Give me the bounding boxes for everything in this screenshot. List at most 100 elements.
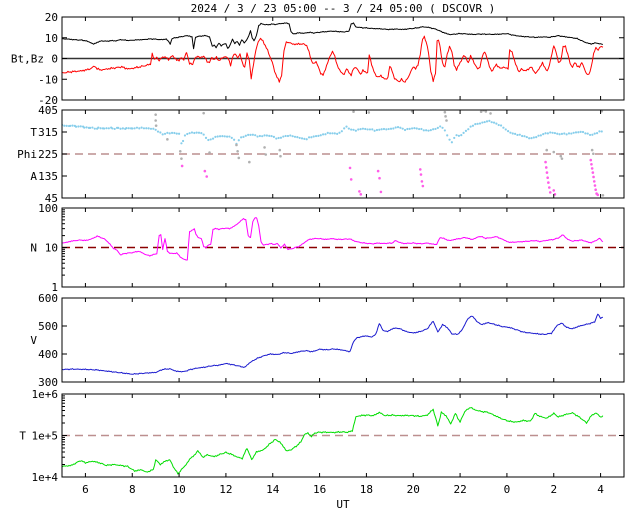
Phi-dot (413, 126, 416, 130)
Phi-dot (511, 132, 514, 135)
Phi-dot (79, 125, 82, 128)
Phi-dot (380, 128, 383, 131)
panel-t: 1e+6 1e+5 1e+4 T 6 8 10 12 14 16 18 20 22 0 2 4 (19, 388, 625, 496)
Phi-dot (483, 120, 486, 124)
Phi-dot (462, 131, 465, 135)
Phi-dot (279, 136, 283, 139)
Phi-dot (149, 127, 153, 130)
Phi-dot (200, 132, 203, 135)
Phi-dot (251, 133, 254, 136)
Phi-dot (324, 133, 327, 136)
Phi-dot (532, 136, 535, 139)
Phi-dot (107, 127, 110, 130)
Phi-dot (216, 135, 219, 138)
Phi-dot (570, 132, 573, 135)
Phi-dot (317, 134, 320, 138)
Phi-dot (539, 134, 542, 137)
Phi-dot (71, 124, 74, 127)
Phi-dot (223, 135, 226, 138)
Phi-dot (600, 130, 603, 133)
Phi-dot (244, 134, 247, 137)
Phi-dot (65, 124, 68, 128)
scatter-gray-dot (180, 157, 183, 160)
Phi-dot (307, 136, 311, 139)
scatter-gray-dot (208, 151, 211, 154)
Phi-dot (492, 121, 496, 124)
Phi-dot (303, 137, 306, 140)
panel-phi: 405 315 225 135 45 T Phi A (17, 104, 625, 205)
scatter-gray-dot (552, 150, 556, 154)
Phi-dot (74, 125, 78, 128)
Phi-dot (551, 131, 554, 134)
Phi-dot (202, 133, 205, 136)
y-tick-label: 10 (45, 32, 58, 45)
Phi-dot (495, 122, 498, 125)
Phi-dot (177, 132, 181, 135)
y-tick-label: 135 (38, 170, 58, 183)
Phi-dot (275, 137, 278, 140)
Phi-dot (261, 135, 264, 138)
Phi-dot (221, 135, 224, 138)
scatter-gray-dot (352, 110, 355, 114)
Phi-dot (581, 130, 585, 134)
scatter-magenta-dot (348, 166, 352, 170)
Phi-dot (338, 131, 341, 134)
Phi-dot (427, 129, 430, 132)
scatter-magenta-dot (591, 171, 595, 174)
scatter-gray-dot (154, 119, 157, 122)
Phi-dot (83, 126, 86, 129)
scatter-gray-dot (263, 146, 266, 149)
series-group-n (62, 217, 604, 261)
Phi-dot (415, 127, 418, 130)
Phi-dot (422, 129, 425, 132)
Phi-dot (567, 132, 571, 135)
scatter-magenta-dot (419, 173, 423, 176)
Phi-dot (558, 133, 561, 136)
scatter-gray-dot (264, 153, 268, 156)
Phi-dot (572, 131, 575, 134)
x-tick-label: 12 (219, 483, 232, 496)
chart-title: 2024 / 3 / 23 05:00 -- 3 / 24 05:00 ( DS… (191, 2, 496, 15)
Phi-dot (240, 136, 243, 139)
Phi-dot (343, 127, 346, 130)
scatter-gray-dot (248, 160, 251, 164)
Phi-dot (289, 134, 292, 137)
Phi-dot (499, 124, 503, 127)
Phi-dot (193, 131, 196, 135)
Phi-dot (218, 135, 222, 138)
Phi-dot (485, 120, 489, 123)
Phi-dot (111, 127, 114, 130)
Phi-dot (282, 135, 285, 138)
Phi-dot (336, 132, 339, 135)
Phi-dot (453, 136, 456, 140)
Phi-dot (354, 129, 357, 132)
Phi-dot (537, 134, 540, 137)
x-tick-label: 2 (550, 483, 557, 496)
scatter-gray-dot (166, 138, 169, 141)
scatter-magenta-dot (594, 188, 597, 191)
scatter-magenta-dot (589, 158, 593, 162)
Phi-dot (296, 136, 299, 139)
Phi-dot (97, 126, 100, 129)
scatter-magenta-dot (590, 162, 593, 166)
Phi-dot (186, 132, 189, 136)
Phi-dot (448, 138, 451, 141)
Phi-dot (77, 125, 80, 128)
scatter-magenta-dot (548, 191, 552, 194)
Phi-dot (436, 126, 439, 129)
scatter-magenta-dot (592, 175, 595, 179)
Phi-dot (488, 119, 491, 122)
scatter-gray-dot (489, 112, 492, 115)
scatter-magenta-dot (349, 178, 353, 181)
Phi-dot (591, 133, 594, 136)
Phi-dot (563, 132, 566, 135)
Phi-dot (403, 128, 407, 132)
Phi-dot (345, 125, 348, 128)
Phi-dot (574, 131, 578, 134)
Phi-dot (394, 126, 397, 129)
panel-bt_bz: 20 10 0 -10 -20 Bt,Bz (11, 11, 625, 107)
scatter-gray-dot (545, 148, 549, 152)
Phi-dot (319, 134, 322, 137)
Phi-dot (312, 135, 315, 138)
